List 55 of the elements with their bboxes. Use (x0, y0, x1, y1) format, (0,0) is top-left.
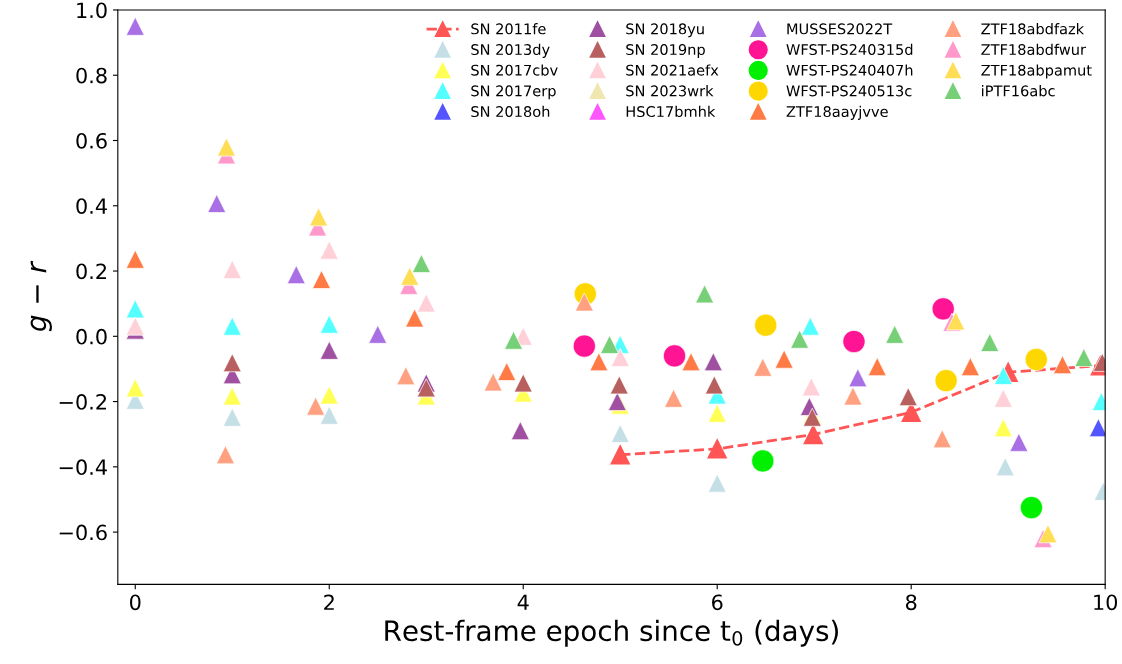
y-tick-label: 0.2 (76, 263, 106, 280)
x-tick-label: 4 (517, 594, 529, 610)
point (842, 330, 866, 353)
x-tick-label: 0 (130, 594, 141, 611)
legend-label: ZTF18abdfazk (981, 23, 1085, 35)
y-tick-label: 0.0 (76, 328, 107, 345)
legend-label: iPTF16abc (982, 85, 1055, 97)
legend-label: SN 2021aefx (626, 64, 719, 76)
y-tick-label: −0.2 (59, 394, 106, 410)
legend-label: HSC17bmhk (626, 105, 716, 118)
legend-label: WFST-PS240315d (786, 43, 913, 56)
point (610, 424, 630, 443)
point (803, 424, 823, 445)
point (801, 377, 821, 397)
legend-label: ZTF18aayjvve (786, 105, 888, 120)
point (960, 357, 980, 377)
legend-label: WFST-PS240513c (786, 85, 912, 97)
point (707, 439, 727, 459)
legend-label: SN 2018yu (626, 23, 704, 38)
y-tick-label: −0.6 (59, 524, 107, 541)
point (848, 368, 868, 388)
legend-label: ZTF18abpamut (981, 64, 1092, 79)
legend-label: SN 2013dy (471, 43, 550, 58)
point (510, 421, 530, 440)
y-tick-label: 0.4 (76, 198, 107, 214)
legend-label: ZTF18abdfwur (981, 43, 1086, 56)
legend-label: WFST-PS240407h (786, 64, 913, 76)
legend-label: SN 2019np (626, 44, 705, 58)
x-tick-label: 8 (905, 594, 917, 611)
point (286, 265, 306, 284)
point (995, 457, 1015, 477)
x-tick-label: 2 (324, 594, 334, 610)
point (572, 334, 596, 358)
point (610, 348, 630, 367)
point (513, 373, 533, 393)
legend-label: SN 2011fe (471, 23, 546, 35)
point (993, 418, 1013, 438)
point (222, 353, 242, 373)
x-tick-label: 10 (1094, 594, 1118, 611)
y-tick-label: 0.6 (76, 132, 107, 149)
y-tick-label: −0.4 (59, 459, 107, 476)
point (703, 352, 723, 372)
legend-label: SN 2018oh (471, 105, 550, 118)
y-axis-title: g − r (30, 260, 52, 332)
y-tick-label: 0.8 (76, 67, 107, 84)
legend-label: SN 2017cbv (471, 64, 558, 76)
x-axis-title: Rest-frame epoch since t$_{0}$ (days) (385, 619, 838, 647)
point (610, 445, 630, 465)
y-tick-label: 1.0 (77, 2, 107, 19)
legend-label: SN 2017erp (471, 85, 556, 100)
legend-label: SN 2023wrk (626, 85, 714, 97)
point (931, 297, 955, 321)
point (867, 357, 887, 377)
x-tick-label: 6 (712, 594, 723, 611)
legend-label: MUSSES2022T (787, 23, 893, 35)
